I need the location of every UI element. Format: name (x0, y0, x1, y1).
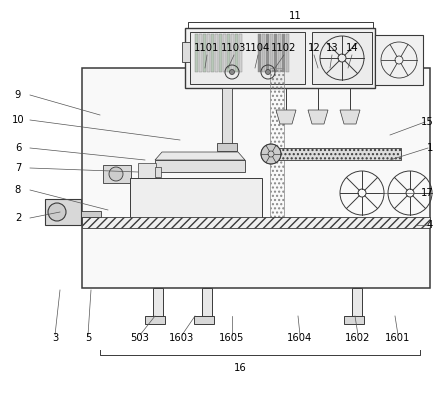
Text: 1102: 1102 (271, 43, 297, 53)
Bar (352, 288, 362, 316)
Text: 1104: 1104 (245, 43, 271, 53)
Text: 8: 8 (15, 185, 21, 195)
Bar (82, 217, 430, 228)
Bar (217, 143, 237, 151)
Bar (153, 288, 163, 316)
Polygon shape (340, 110, 360, 124)
Text: 7: 7 (15, 163, 21, 173)
Bar (203, 34, 206, 72)
Bar (202, 288, 212, 316)
Bar (312, 32, 372, 84)
Text: 1: 1 (427, 143, 433, 153)
Bar (45, 199, 81, 225)
Text: 9: 9 (15, 90, 21, 100)
Text: 1601: 1601 (385, 333, 411, 343)
Polygon shape (276, 110, 296, 124)
Bar (375, 35, 423, 85)
Text: 12: 12 (307, 43, 320, 53)
Bar (190, 32, 305, 84)
Bar (274, 34, 277, 72)
Polygon shape (308, 110, 328, 124)
Text: 11: 11 (289, 11, 301, 21)
Text: 1101: 1101 (194, 43, 220, 53)
Bar (199, 34, 202, 72)
Text: 10: 10 (12, 115, 24, 125)
Bar (185, 28, 375, 88)
Bar (182, 42, 190, 62)
Text: 1602: 1602 (345, 333, 371, 343)
Bar (215, 34, 218, 72)
Bar (138, 163, 156, 183)
Text: 1605: 1605 (219, 333, 245, 343)
Bar (270, 68, 284, 218)
Bar (211, 34, 214, 72)
Text: 1603: 1603 (169, 333, 194, 343)
Circle shape (229, 70, 234, 75)
Bar (266, 34, 269, 72)
Bar (155, 160, 245, 172)
Bar (270, 34, 273, 72)
Bar (145, 316, 165, 324)
Circle shape (265, 70, 271, 75)
Text: 1103: 1103 (222, 43, 247, 53)
Bar (271, 148, 401, 160)
Bar (82, 68, 430, 288)
Text: 16: 16 (233, 363, 246, 373)
Bar (219, 34, 222, 72)
Bar (231, 34, 234, 72)
Text: 1604: 1604 (288, 333, 313, 343)
Text: 15: 15 (420, 117, 433, 127)
Bar (282, 34, 285, 72)
Bar (227, 34, 230, 72)
Circle shape (109, 167, 123, 181)
Text: 17: 17 (420, 188, 433, 198)
Text: 14: 14 (346, 43, 358, 53)
Text: 6: 6 (15, 143, 21, 153)
Bar (195, 34, 198, 72)
Bar (222, 88, 232, 148)
Bar (262, 34, 265, 72)
Text: 3: 3 (52, 333, 58, 343)
Text: 13: 13 (326, 43, 338, 53)
Bar (258, 34, 261, 72)
Bar (194, 316, 214, 324)
Bar (130, 178, 262, 223)
Bar (103, 165, 131, 183)
Text: 4: 4 (427, 220, 433, 230)
Bar (286, 34, 289, 72)
Text: 503: 503 (131, 333, 149, 343)
Text: 2: 2 (15, 213, 21, 223)
Polygon shape (155, 152, 245, 160)
Bar (235, 34, 238, 72)
Bar (207, 34, 210, 72)
Bar (239, 34, 242, 72)
Bar (278, 34, 281, 72)
Bar (155, 167, 161, 177)
Circle shape (261, 144, 281, 164)
Bar (344, 316, 364, 324)
Bar (223, 34, 226, 72)
Text: 5: 5 (85, 333, 91, 343)
Bar (81, 211, 101, 217)
Circle shape (48, 203, 66, 221)
